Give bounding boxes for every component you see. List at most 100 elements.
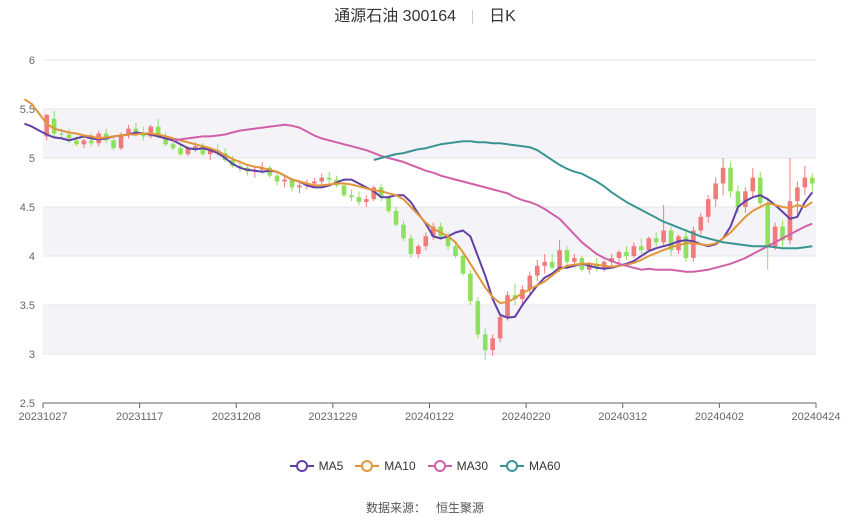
candle-body [416, 246, 421, 255]
x-tick-label: 20231027 [19, 411, 68, 423]
candle-body [297, 185, 302, 188]
candle-body [59, 133, 64, 135]
candle-body [118, 134, 124, 149]
candle-body [534, 265, 540, 276]
grid-band [43, 305, 816, 354]
candle-body [148, 126, 154, 137]
legend-item-ma10[interactable]: MA10 [355, 459, 416, 473]
candle-body [757, 177, 763, 204]
candle-body [193, 146, 198, 149]
legend-item-ma30[interactable]: MA30 [427, 459, 488, 473]
candlestick-chart: 2.5 3 3.5 4 4.5 5 5.5 6 20231027 20231117 20231208… [19, 55, 841, 423]
legend-label: MA10 [384, 459, 416, 473]
candle-body [326, 177, 332, 180]
candle-body [653, 238, 659, 243]
candle-body [705, 199, 711, 217]
candle-body [111, 140, 116, 149]
candle-body [44, 114, 50, 137]
candle-body [505, 295, 510, 317]
y-tick-label: 3 [29, 349, 35, 361]
y-tick-label: 3.5 [20, 300, 35, 312]
x-tick-label: 20240122 [405, 411, 454, 423]
candle-body [631, 246, 637, 256]
candle-body [795, 187, 800, 202]
candle-body [267, 167, 273, 176]
y-tick-label: 6 [29, 55, 35, 67]
candle-body [772, 226, 778, 247]
grid-band [43, 109, 816, 158]
legend-marker [500, 459, 525, 473]
candle-body [66, 134, 72, 139]
legend-label: MA60 [529, 459, 561, 473]
candle-body [661, 230, 666, 243]
candle-body [341, 185, 347, 196]
candle-body [445, 236, 451, 247]
candle-body [802, 177, 808, 188]
x-tick-label: 20231229 [308, 411, 357, 423]
candle-body [564, 250, 570, 262]
candle-body [430, 226, 436, 237]
ma10-line [23, 98, 813, 304]
candle-body [364, 199, 369, 203]
candle-body [74, 140, 79, 145]
candle-body [170, 144, 176, 149]
data-source: 数据来源： 恒生聚源 [0, 499, 850, 516]
candle-body [809, 177, 815, 184]
candle-body [207, 150, 213, 155]
candle-body [497, 316, 503, 339]
candle-body [743, 191, 748, 207]
x-tick-label: 20240312 [598, 411, 647, 423]
x-tick-label: 20240424 [792, 411, 841, 423]
candle-body [728, 167, 733, 192]
candle-body [616, 252, 622, 258]
candle-body [155, 126, 161, 137]
y-tick-label: 4.5 [20, 202, 35, 214]
candle-body [527, 275, 533, 290]
candle-body [393, 210, 399, 225]
chart-title-period: 日K [489, 8, 516, 25]
candle-body [735, 191, 741, 207]
candle-body [274, 175, 280, 182]
candle-body [319, 177, 325, 182]
candle-body [713, 183, 718, 200]
candle-body [787, 201, 793, 241]
x-tick-label: 20240402 [695, 411, 744, 423]
candle-body [349, 195, 354, 198]
candle-body [423, 236, 429, 247]
candle-body [765, 203, 770, 247]
legend-label: MA5 [318, 459, 344, 473]
candle-body [89, 140, 94, 144]
chart-title: 通源石油 300164 日K [0, 6, 850, 28]
candle-body [222, 153, 228, 160]
candle-body [557, 250, 562, 268]
x-tick-label: 20240220 [502, 411, 551, 423]
candle-body [81, 140, 87, 145]
title-separator [472, 9, 474, 24]
legend-item-ma5[interactable]: MA5 [289, 459, 344, 473]
y-tick-label: 2.5 [20, 398, 35, 410]
candle-body [542, 261, 548, 266]
candle-body [133, 128, 139, 133]
candle-body [468, 273, 473, 302]
candle-body [624, 252, 629, 256]
ma30-line [172, 123, 813, 273]
legend-item-ma60[interactable]: MA60 [500, 459, 560, 473]
candle-body [311, 181, 317, 184]
candle-body [676, 236, 681, 251]
candle-body [750, 177, 756, 192]
candle-body [401, 224, 406, 239]
candle-body [683, 236, 689, 258]
data-source-value: 恒生聚源 [436, 501, 485, 515]
candle-body [780, 226, 785, 241]
chart-title-stock: 通源石油 300164 [334, 8, 457, 25]
candle-body [163, 136, 168, 145]
candle-body [639, 246, 644, 251]
candle-body [289, 179, 295, 188]
candle-body [460, 256, 466, 274]
candle-body [51, 118, 57, 134]
candle-body [646, 238, 652, 251]
candle-body [549, 261, 555, 268]
candle-body [178, 148, 183, 155]
chart-legend: MA5 MA10 MA30 MA60 [0, 459, 850, 476]
candle-body [371, 187, 377, 200]
